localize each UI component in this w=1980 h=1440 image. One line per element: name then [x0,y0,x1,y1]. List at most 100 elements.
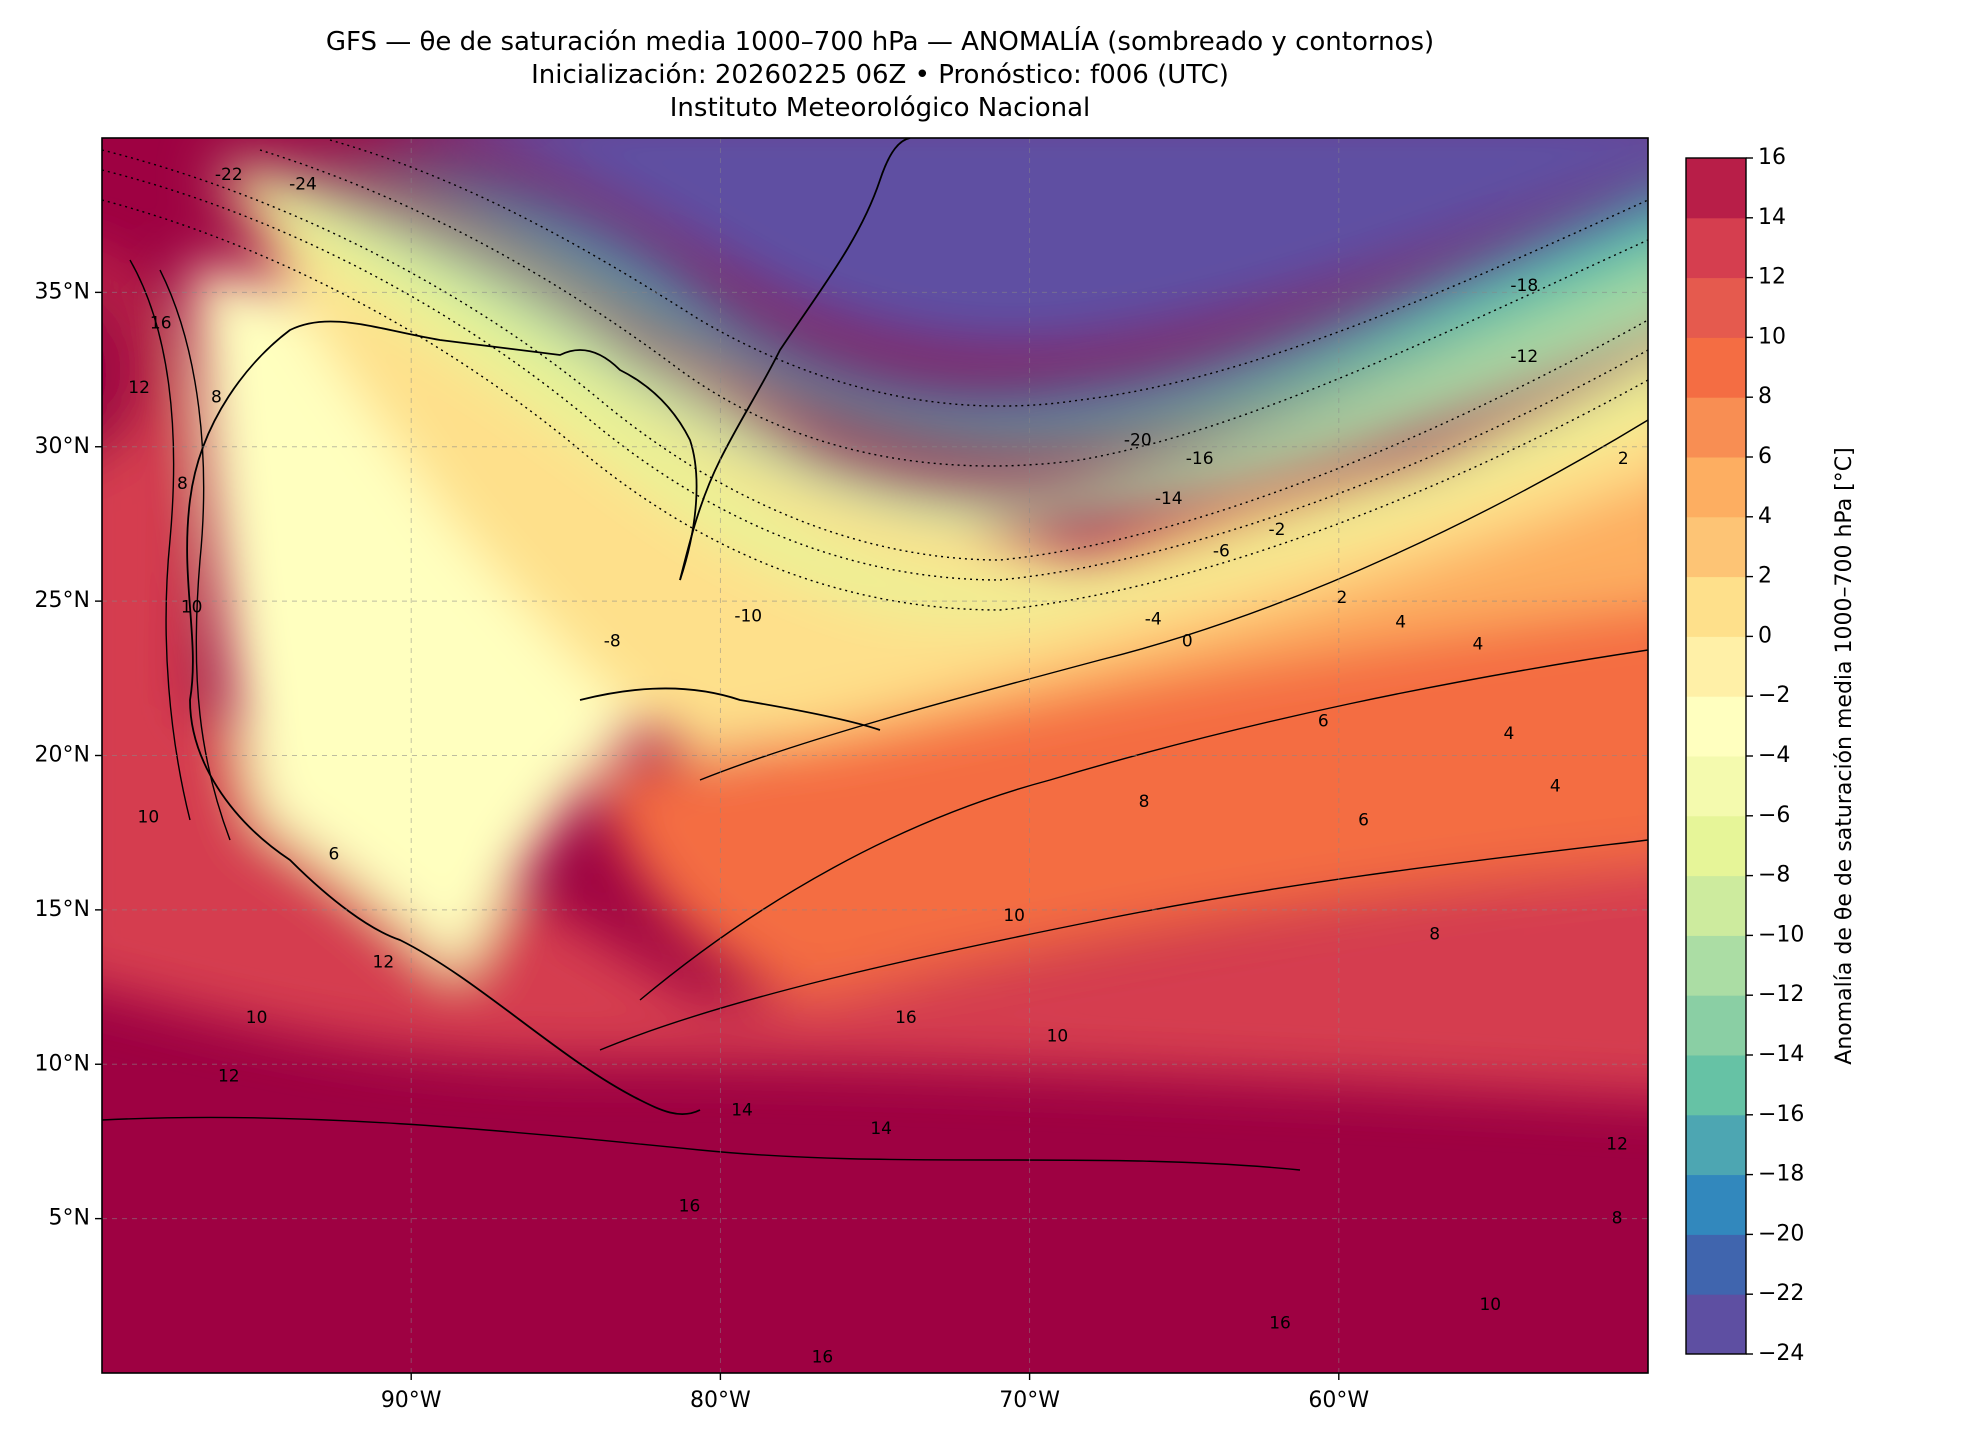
colorbar-tick-label: 2 [1758,564,1772,589]
institution-name: Instituto Meteorológico Nacional [669,93,1091,123]
lon-tick-label: 60°W [1308,1388,1369,1413]
colorbar-tick-label: −22 [1758,1281,1804,1306]
lat-tick-label: 25°N [35,588,90,613]
contour-label: -2 [1268,520,1285,540]
contour-label: -24 [289,174,317,194]
contour-label: 10 [138,807,160,827]
contour-label: 16 [812,1348,834,1368]
contour-label: -16 [1186,449,1214,469]
title-block: GFS — θe de saturación media 1000–700 hP… [0,26,1760,125]
contour-label: -8 [604,631,621,651]
contour-label: 14 [870,1119,892,1139]
colorbar-band [1686,1294,1746,1355]
contour-label: 2 [1618,449,1629,469]
lon-tick-label: 80°W [690,1388,751,1413]
contour-label: 6 [328,844,339,864]
colorbar-bands [1686,158,1746,1355]
contour-label-layer: -22 -24-20-18-16-14-12-10-8-6-4-202244446… [128,165,1628,1368]
colorbar-band [1686,636,1746,697]
colorbar-tick-label: 8 [1758,384,1772,409]
contour-label: -10 [734,607,762,627]
contour-label: 8 [1139,792,1150,812]
contour-positive [129,259,191,821]
contour-label: 4 [1473,634,1484,654]
colorbar-tick-label: 0 [1758,623,1772,648]
colorbar-band [1686,696,1746,757]
contour-label: -4 [1145,610,1162,630]
colorbar-tick-label: 10 [1758,324,1786,349]
contour-label: 6 [1318,712,1329,732]
coastline-cuba [579,687,881,731]
contour-label: 4 [1503,724,1514,744]
contour-positive [102,1116,1301,1171]
colorbar-tick-label: 16 [1758,145,1786,170]
contour-label: 10 [1003,906,1025,926]
coastlines [186,138,911,1115]
colorbar-band [1686,457,1746,518]
lat-tick-label: 10°N [35,1051,90,1076]
map-title: GFS — θe de saturación media 1000–700 hP… [325,27,1435,57]
colorbar-band [1686,397,1746,458]
colorbar-tick-label: −8 [1758,863,1790,888]
contour-positive [639,649,1648,1001]
colorbar-tick-label: −20 [1758,1221,1804,1246]
contour-label: 10 [246,1008,268,1028]
lon-tick-label: 70°W [999,1388,1060,1413]
contour-negative [102,199,1648,611]
contour-label: 12 [373,952,395,972]
contour-label: 2 [1336,588,1347,608]
colorbar-band [1686,995,1746,1056]
colorbar-tick-label: 6 [1758,444,1772,469]
colorbar-tick-label: −2 [1758,683,1790,708]
colorbar-band [1686,756,1746,817]
colorbar-band [1686,1234,1746,1295]
coastline-us-east [679,138,911,581]
contour-label: 12 [1606,1135,1628,1155]
lon-tick-label: 90°W [381,1388,442,1413]
contour-negative [259,149,1648,467]
colorbar-band [1686,875,1746,936]
contour-label: -14 [1155,489,1183,509]
colorbar-band [1686,158,1746,219]
colorbar-band [1686,1114,1746,1176]
colorbar-band [1686,576,1746,637]
contour-label: 16 [679,1196,701,1216]
colorbar-band [1686,516,1746,578]
colorbar-band [1686,1174,1746,1235]
contour-label: 12 [128,378,150,398]
colorbar-tick-label: −12 [1758,982,1804,1007]
colorbar-tick-label: −6 [1758,803,1790,828]
map-panel[interactable]: -22 -24-20-18-16-14-12-10-8-6-4-202244446… [60,100,1700,1420]
colorbar-tick-label: 14 [1758,205,1786,230]
coastline-gulf [186,320,701,1115]
contour-negative [102,169,1648,581]
contour-label: 8 [1429,925,1440,945]
contour-positive [599,839,1648,1051]
contour-label: 16 [1269,1314,1291,1334]
contour-label: 12 [218,1067,240,1087]
contour-label: 10 [181,597,203,617]
colorbar-band [1686,337,1746,398]
contour-label: 6 [1358,810,1369,830]
colorbar-tick-label: −18 [1758,1162,1804,1187]
contour-negative [102,149,1648,561]
colorbar-tick-label: −4 [1758,743,1790,768]
field-band-12 [102,647,1648,1098]
field-band-minus24 [474,138,1648,355]
contour-label: 16 [895,1008,917,1028]
contour-label: 14 [731,1101,753,1121]
field-band-8 [600,586,1648,1000]
field-band-0 [230,170,1648,760]
lat-tick-label: 15°N [35,897,90,922]
lat-tick-label: 20°N [35,743,90,768]
colorbar-tick-label: 12 [1758,265,1786,290]
colorbar-band [1686,815,1746,877]
colorbar-band [1686,277,1746,338]
field-band-neutral [190,260,650,980]
contour-label: 8 [211,387,222,407]
anomaly-field [102,138,1648,1098]
contour-label: 4 [1395,613,1406,633]
lat-tick-label: 5°N [49,1206,90,1231]
colorbar-ticks: −24−22−20−18−16−14−12−10−8−6−4−202468101… [1746,145,1804,1366]
